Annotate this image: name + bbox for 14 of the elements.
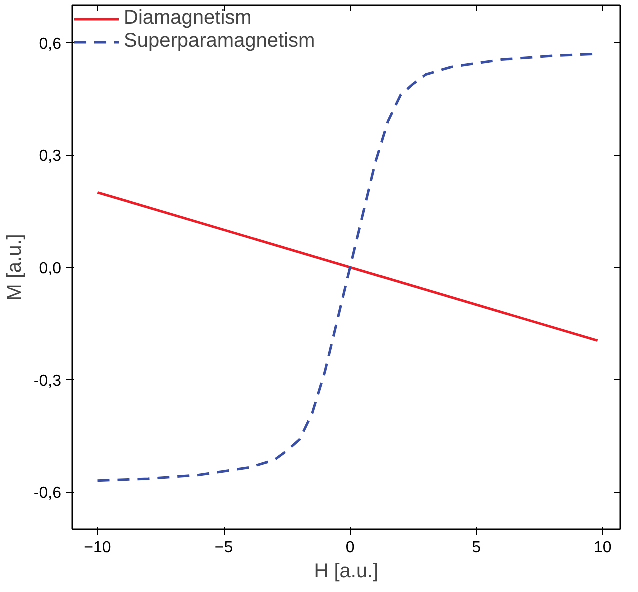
y-axis-title: M [a.u.] bbox=[4, 234, 26, 301]
y-tick-label: 0,6 bbox=[39, 36, 62, 53]
y-tick-label: -0,3 bbox=[34, 372, 62, 390]
x-axis-title: H [a.u.] bbox=[314, 560, 379, 582]
x-tick-label: 10 bbox=[594, 540, 612, 556]
x-tick-label: −5 bbox=[214, 540, 234, 556]
y-tick-label: 0,3 bbox=[39, 148, 62, 166]
x-tick-label: 0 bbox=[346, 540, 355, 556]
y-tick-label: -0,6 bbox=[34, 485, 62, 502]
x-tick-label: 5 bbox=[472, 540, 482, 556]
legend-label: Superparamagnetism bbox=[124, 30, 316, 53]
x-tick-label: −10 bbox=[84, 540, 112, 556]
legend-label: Diamagnetism bbox=[124, 7, 252, 30]
y-tick-label: 0,0 bbox=[39, 260, 62, 278]
